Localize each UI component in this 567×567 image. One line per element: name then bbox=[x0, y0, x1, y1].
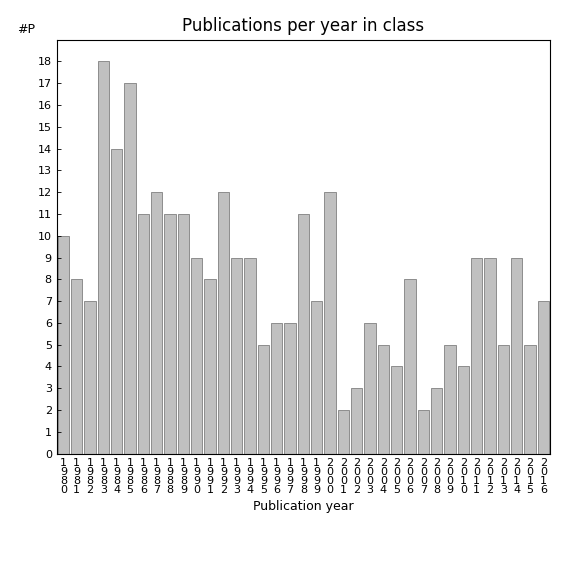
Bar bbox=[298, 214, 309, 454]
Bar bbox=[111, 149, 122, 454]
Bar bbox=[511, 257, 522, 454]
Bar bbox=[324, 192, 336, 454]
Bar bbox=[244, 257, 256, 454]
Bar bbox=[177, 214, 189, 454]
X-axis label: Publication year: Publication year bbox=[253, 501, 354, 513]
Bar bbox=[524, 345, 536, 454]
Bar bbox=[471, 257, 483, 454]
Bar bbox=[271, 323, 282, 454]
Bar bbox=[58, 236, 69, 454]
Bar bbox=[84, 301, 96, 454]
Bar bbox=[458, 366, 469, 454]
Bar bbox=[138, 214, 149, 454]
Bar bbox=[71, 280, 82, 454]
Bar bbox=[124, 83, 136, 454]
Bar bbox=[498, 345, 509, 454]
Bar bbox=[365, 323, 376, 454]
Bar bbox=[431, 388, 442, 454]
Text: #P: #P bbox=[17, 23, 35, 36]
Bar bbox=[378, 345, 389, 454]
Bar bbox=[391, 366, 403, 454]
Bar bbox=[191, 257, 202, 454]
Bar bbox=[418, 410, 429, 454]
Bar bbox=[151, 192, 162, 454]
Bar bbox=[351, 388, 362, 454]
Bar bbox=[164, 214, 176, 454]
Bar bbox=[311, 301, 323, 454]
Bar bbox=[484, 257, 496, 454]
Bar bbox=[284, 323, 295, 454]
Bar bbox=[338, 410, 349, 454]
Title: Publications per year in class: Publications per year in class bbox=[182, 18, 425, 35]
Bar bbox=[218, 192, 229, 454]
Bar bbox=[445, 345, 456, 454]
Bar bbox=[231, 257, 242, 454]
Bar bbox=[538, 301, 549, 454]
Bar bbox=[404, 280, 416, 454]
Bar bbox=[257, 345, 269, 454]
Bar bbox=[98, 61, 109, 454]
Bar bbox=[204, 280, 215, 454]
